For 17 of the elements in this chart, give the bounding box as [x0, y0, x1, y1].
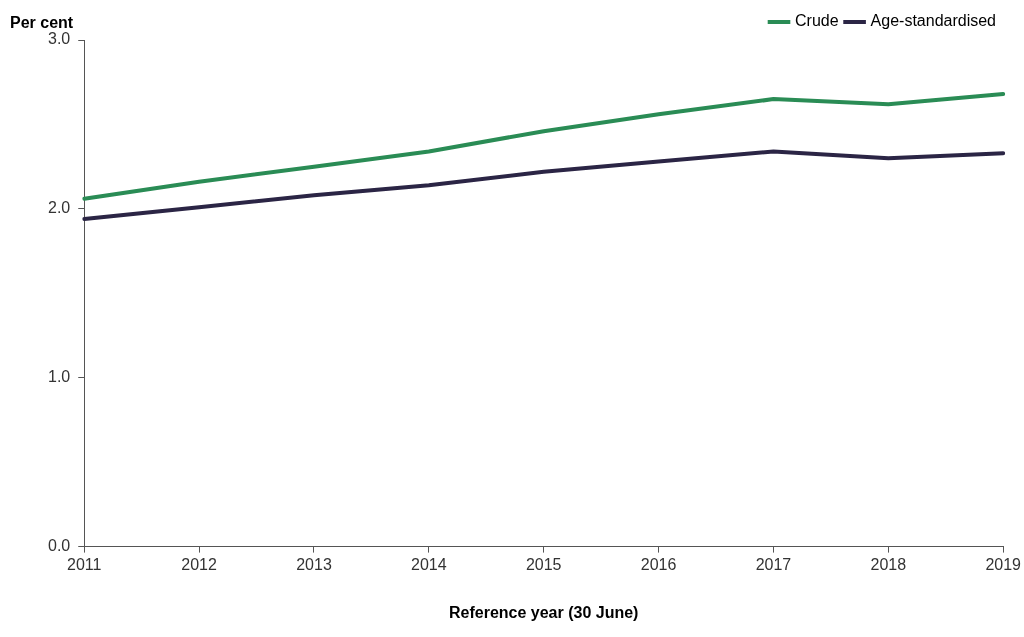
x-tick-label: 2018 — [870, 555, 907, 573]
x-tick-label: 2012 — [181, 555, 218, 573]
x-tick-label: 2015 — [525, 555, 562, 573]
y-axis-title: Per cent — [10, 14, 74, 32]
y-tick-label: 3.0 — [47, 30, 71, 48]
legend-label: Crude — [795, 12, 839, 30]
x-tick-label: 2011 — [67, 555, 102, 573]
y-tick-label: 2.0 — [47, 199, 71, 217]
x-tick-label: 2014 — [411, 555, 447, 573]
legend-label: Age-standardised — [870, 12, 997, 30]
x-tick-label: 2017 — [755, 555, 792, 573]
y-tick-label: 1.0 — [47, 368, 71, 386]
y-tick-label: 0.0 — [47, 537, 71, 555]
x-axis-title: Reference year (30 June) — [449, 603, 639, 621]
x-tick-label: 2016 — [640, 555, 677, 573]
x-tick-label: 2019 — [985, 555, 1022, 573]
x-tick-label: 2013 — [296, 555, 332, 573]
